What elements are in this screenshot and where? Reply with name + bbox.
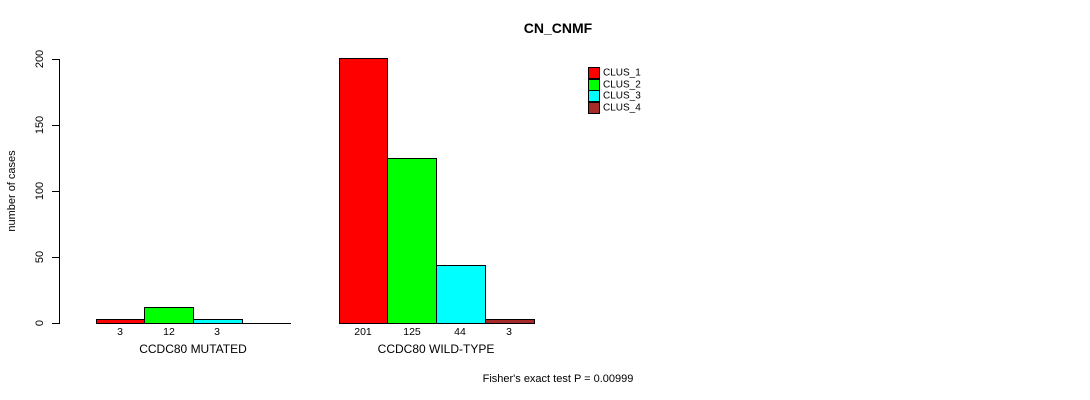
legend-label-text: CLUS_4 xyxy=(603,102,641,114)
y-tick-label-text: 200 xyxy=(34,49,46,69)
legend-label-text: CLUS_1 xyxy=(603,67,641,79)
legend-swatch-clus_3 xyxy=(588,90,600,102)
bar-value-label-text: 44 xyxy=(454,326,466,338)
annotation-text: Fisher's exact test P = 0.00999 xyxy=(482,373,634,385)
x-category-label-text: CCDC80 MUTATED xyxy=(139,342,247,356)
legend-swatch-clus_1 xyxy=(588,67,600,79)
y-tick xyxy=(52,191,59,192)
y-axis-line xyxy=(59,59,60,324)
y-tick-label-text: 0 xyxy=(34,319,46,327)
bar-value-label-text: 3 xyxy=(214,326,220,338)
y-tick-label-text: 150 xyxy=(34,115,46,135)
chart-title-text: CN_CNMF xyxy=(523,20,593,36)
bar-clus_3-wild-type xyxy=(436,265,486,324)
bar-clus_2-wild-type xyxy=(387,158,437,324)
bar-value-label-text: 3 xyxy=(117,326,123,338)
bar-clus_1-wild-type xyxy=(339,58,388,324)
bar-value-label-text: 3 xyxy=(506,326,512,338)
legend-label-text: CLUS_3 xyxy=(603,90,641,102)
bar-value-label-text: 125 xyxy=(403,326,421,338)
x-category-label-text: CCDC80 WILD-TYPE xyxy=(377,342,495,356)
y-tick xyxy=(52,125,59,126)
legend-label-text: CLUS_2 xyxy=(603,79,641,91)
bar-clus_4-wild-type xyxy=(485,319,535,324)
bar-clus_1-mutated xyxy=(96,319,145,324)
bar-clus_3-mutated xyxy=(193,319,243,324)
bar-clus_2-mutated xyxy=(144,307,194,324)
y-tick xyxy=(52,257,59,258)
legend-swatch-clus_4 xyxy=(588,102,600,114)
y-tick xyxy=(52,59,59,60)
y-tick-label-text: 100 xyxy=(34,181,46,201)
bar-value-label-text: 201 xyxy=(354,326,372,338)
y-tick-label-text: 50 xyxy=(34,250,46,264)
y-axis-label-text: number of cases xyxy=(6,150,18,232)
bar-value-label-text: 12 xyxy=(163,326,175,338)
y-tick xyxy=(52,323,59,324)
